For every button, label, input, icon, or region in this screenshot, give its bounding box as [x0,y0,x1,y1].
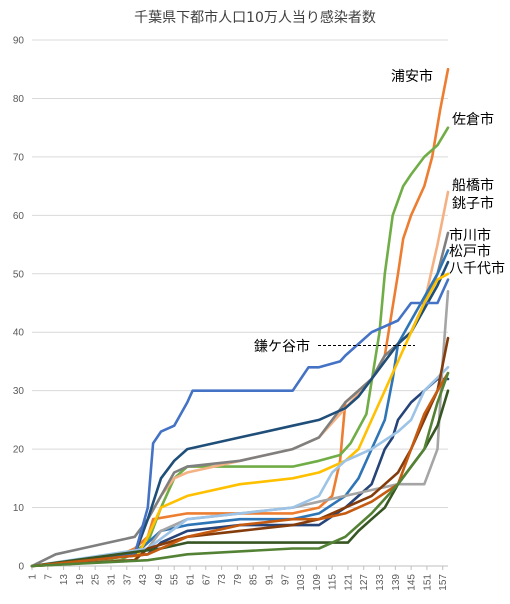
grid [32,39,448,567]
series-line-10 [30,365,450,568]
chart-title: 千葉県下都市人口10万人当り感染者数 [134,9,376,26]
series-line-2 [30,190,450,568]
x-axis-ticks: 1 7 13 19 25 31 37 43 49 55 61 67 73 79 85 91 97 103 109 11… [28,566,449,591]
label-sakura: 佐倉市 [452,111,494,128]
x-tick-label: 55 [170,574,181,586]
x-tick-label: 151 [422,574,433,591]
x-tick-label: 103 [296,574,307,591]
x-tick-label: 73 [217,574,228,586]
x-tick-label: 7 [43,574,54,580]
label-choshi: 銚子市 [452,195,494,212]
y-tick-label: 70 [13,152,25,163]
x-tick-label: 19 [75,574,86,586]
x-tick-label: 43 [138,574,149,586]
x-tick-label: 97 [280,574,291,586]
x-tick-label: 145 [407,574,418,591]
y-tick-label: 20 [13,445,25,456]
series-line-7 [30,377,450,568]
y-tick-label: 40 [13,328,25,339]
y-axis-ticks: 0 10 20 30 40 50 60 70 80 90 [13,36,25,573]
label-matsudo: 松戸市 [449,243,491,260]
x-tick-label: 67 [201,574,212,586]
x-tick-label: 1 [28,574,39,580]
x-tick-label: 109 [312,574,323,591]
x-tick-label: 133 [375,574,386,591]
series-lines [30,67,450,568]
x-tick-label: 127 [359,574,370,591]
y-tick-label: 90 [13,36,25,47]
series-line-13 [30,371,450,568]
y-tick-label: 0 [18,562,24,573]
y-tick-label: 10 [13,503,25,514]
x-tick-label: 61 [185,574,196,586]
series-line-3 [30,231,450,568]
series-line-6 [30,278,450,568]
x-tick-label: 79 [233,574,244,586]
x-tick-label: 31 [106,574,117,586]
x-tick-label: 49 [154,574,165,586]
x-tick-label: 157 [438,574,449,591]
y-tick-label: 30 [13,386,25,397]
series-line-14 [30,371,450,568]
y-tick-label: 60 [13,211,25,222]
x-tick-label: 13 [59,574,70,586]
label-funabashi: 船橋市 [452,177,494,194]
y-tick-label: 50 [13,269,25,280]
city-labels: 浦安市 佐倉市 船橋市 銚子市 市川市 松戸市 八千代市 鎌ケ谷市 [254,68,505,355]
label-urayasu: 浦安市 [391,68,433,85]
x-tick-label: 85 [249,574,260,586]
x-tick-label: 115 [328,574,339,590]
x-tick-label: 25 [91,574,102,586]
series-line-1 [30,126,450,568]
y-tick-label: 80 [13,94,25,105]
series-line-4 [30,249,450,568]
x-tick-label: 91 [264,574,275,586]
label-yachiyo: 八千代市 [449,260,505,277]
label-kamagaya: 鎌ケ谷市 [254,338,310,355]
series-line-11 [30,336,450,568]
x-tick-label: 121 [343,574,354,591]
x-tick-label: 37 [122,574,133,586]
series-line-9 [30,289,450,568]
label-ichikawa: 市川市 [449,227,491,244]
x-tick-label: 139 [391,574,402,591]
